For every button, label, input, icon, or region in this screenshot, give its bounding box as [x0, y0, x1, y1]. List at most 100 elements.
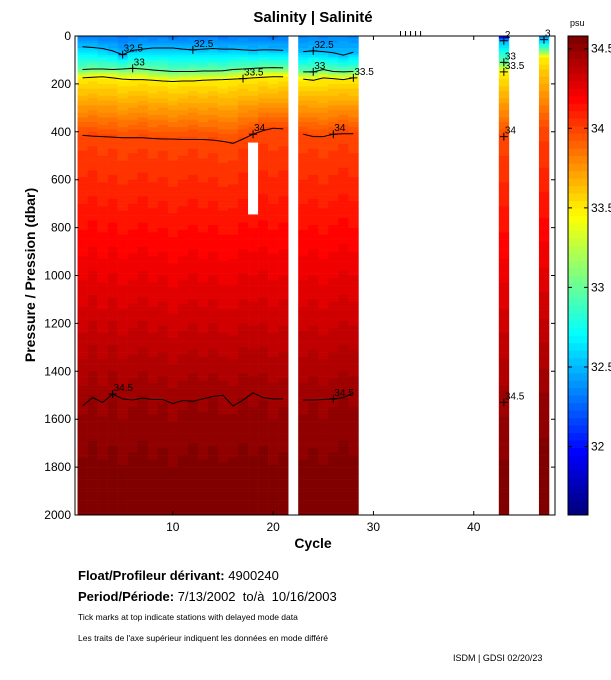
heatmap-cell: [278, 380, 289, 384]
heatmap-cell: [197, 395, 209, 398]
heatmap-cell: [107, 186, 118, 190]
heatmap-cell: [248, 311, 259, 315]
heatmap-cell: [177, 349, 189, 353]
heatmap-cell: [328, 206, 339, 209]
heatmap-cell: [308, 340, 319, 343]
heatmap-cell: [127, 198, 138, 202]
heatmap-cell: [238, 273, 249, 276]
heatmap-cell: [77, 495, 88, 499]
heatmap-cell: [207, 373, 219, 377]
heatmap-cell: [318, 88, 329, 92]
heatmap-cell: [268, 476, 279, 480]
heatmap-cell: [318, 189, 329, 192]
heatmap-cell: [87, 265, 98, 269]
heatmap-cell: [308, 404, 319, 408]
heatmap-cell: [308, 229, 319, 233]
heatmap-cell: [258, 100, 269, 104]
heatmap-cell: [308, 356, 319, 360]
heatmap-cell: [187, 352, 199, 355]
heatmap-cell: [318, 191, 329, 195]
heatmap-cell: [268, 167, 279, 171]
heatmap-cell: [238, 177, 249, 180]
heatmap-cell: [238, 196, 249, 200]
heatmap-cell: [187, 419, 199, 422]
heatmap-cell: [298, 172, 309, 176]
heatmap-cell: [137, 186, 149, 190]
heatmap-cell: [87, 105, 98, 109]
heatmap-cell: [298, 438, 309, 442]
heatmap-cell: [117, 450, 128, 454]
heatmap-cell: [238, 213, 249, 216]
heatmap-cell: [137, 239, 149, 243]
heatmap-cell: [207, 246, 219, 250]
heatmap-cell: [87, 40, 98, 44]
heatmap-cell: [147, 404, 159, 408]
heatmap-cell: [328, 352, 339, 355]
heatmap-cell: [248, 98, 259, 101]
heatmap-cell: [77, 397, 88, 401]
heatmap-cell: [258, 414, 269, 418]
heatmap-cell: [328, 225, 339, 228]
heatmap-cell: [167, 285, 179, 288]
heatmap-cell: [177, 435, 189, 439]
heatmap-cell: [137, 115, 149, 118]
heatmap-cell: [328, 251, 339, 255]
heatmap-cell: [268, 239, 279, 243]
heatmap-cell: [238, 201, 249, 204]
heatmap-cell: [107, 459, 118, 463]
heatmap-cell: [258, 407, 269, 410]
heatmap-cell: [278, 486, 289, 489]
heatmap-cell: [77, 64, 88, 68]
heatmap-cell: [157, 62, 169, 66]
heatmap-cell: [177, 309, 189, 312]
heatmap-cell: [227, 409, 239, 413]
heatmap-cell: [207, 409, 219, 413]
heatmap-cell: [248, 225, 259, 228]
heatmap-cell: [298, 404, 309, 408]
heatmap-cell: [157, 299, 169, 303]
heatmap-cell: [217, 342, 229, 346]
heatmap-cell: [207, 253, 219, 257]
heatmap-cell: [97, 321, 108, 324]
heatmap-cell: [238, 340, 249, 343]
heatmap-cell: [207, 505, 219, 509]
heatmap-cell: [187, 280, 199, 283]
heatmap-cell: [107, 328, 118, 331]
heatmap-cell: [197, 337, 209, 341]
heatmap-cell: [77, 419, 88, 422]
heatmap-cell: [137, 400, 149, 403]
heatmap-cell: [87, 229, 98, 233]
heatmap-cell: [238, 414, 249, 418]
heatmap-cell: [167, 469, 179, 473]
heatmap-cell: [217, 402, 229, 406]
heatmap-cell: [268, 457, 279, 461]
heatmap-cell: [278, 421, 289, 425]
heatmap-cell: [207, 165, 219, 169]
heatmap-cell: [157, 332, 169, 336]
heatmap-cell: [137, 218, 149, 221]
heatmap-cell: [137, 155, 149, 159]
heatmap-cell: [308, 189, 319, 192]
heatmap-cell: [157, 268, 169, 272]
heatmap-cell: [147, 50, 159, 54]
heatmap-cell: [107, 342, 118, 346]
heatmap-cell: [147, 301, 159, 305]
heatmap-cell: [167, 318, 179, 322]
heatmap-cell: [227, 493, 239, 497]
heatmap-cell: [147, 198, 159, 202]
heatmap-cell: [177, 361, 189, 365]
heatmap-cell: [207, 462, 219, 466]
heatmap-cell: [117, 119, 128, 123]
heatmap-cell: [157, 43, 169, 46]
heatmap-cell: [127, 208, 138, 212]
heatmap-cell: [187, 115, 199, 118]
heatmap-cell: [77, 512, 88, 516]
heatmap-cell: [308, 433, 319, 437]
heatmap-cell: [238, 378, 249, 382]
heatmap-cell: [217, 378, 229, 382]
heatmap-cell: [258, 402, 269, 406]
heatmap-cell: [207, 71, 219, 75]
heatmap-cell: [97, 332, 108, 336]
heatmap-cell: [268, 103, 279, 106]
heatmap-cell: [197, 462, 209, 466]
